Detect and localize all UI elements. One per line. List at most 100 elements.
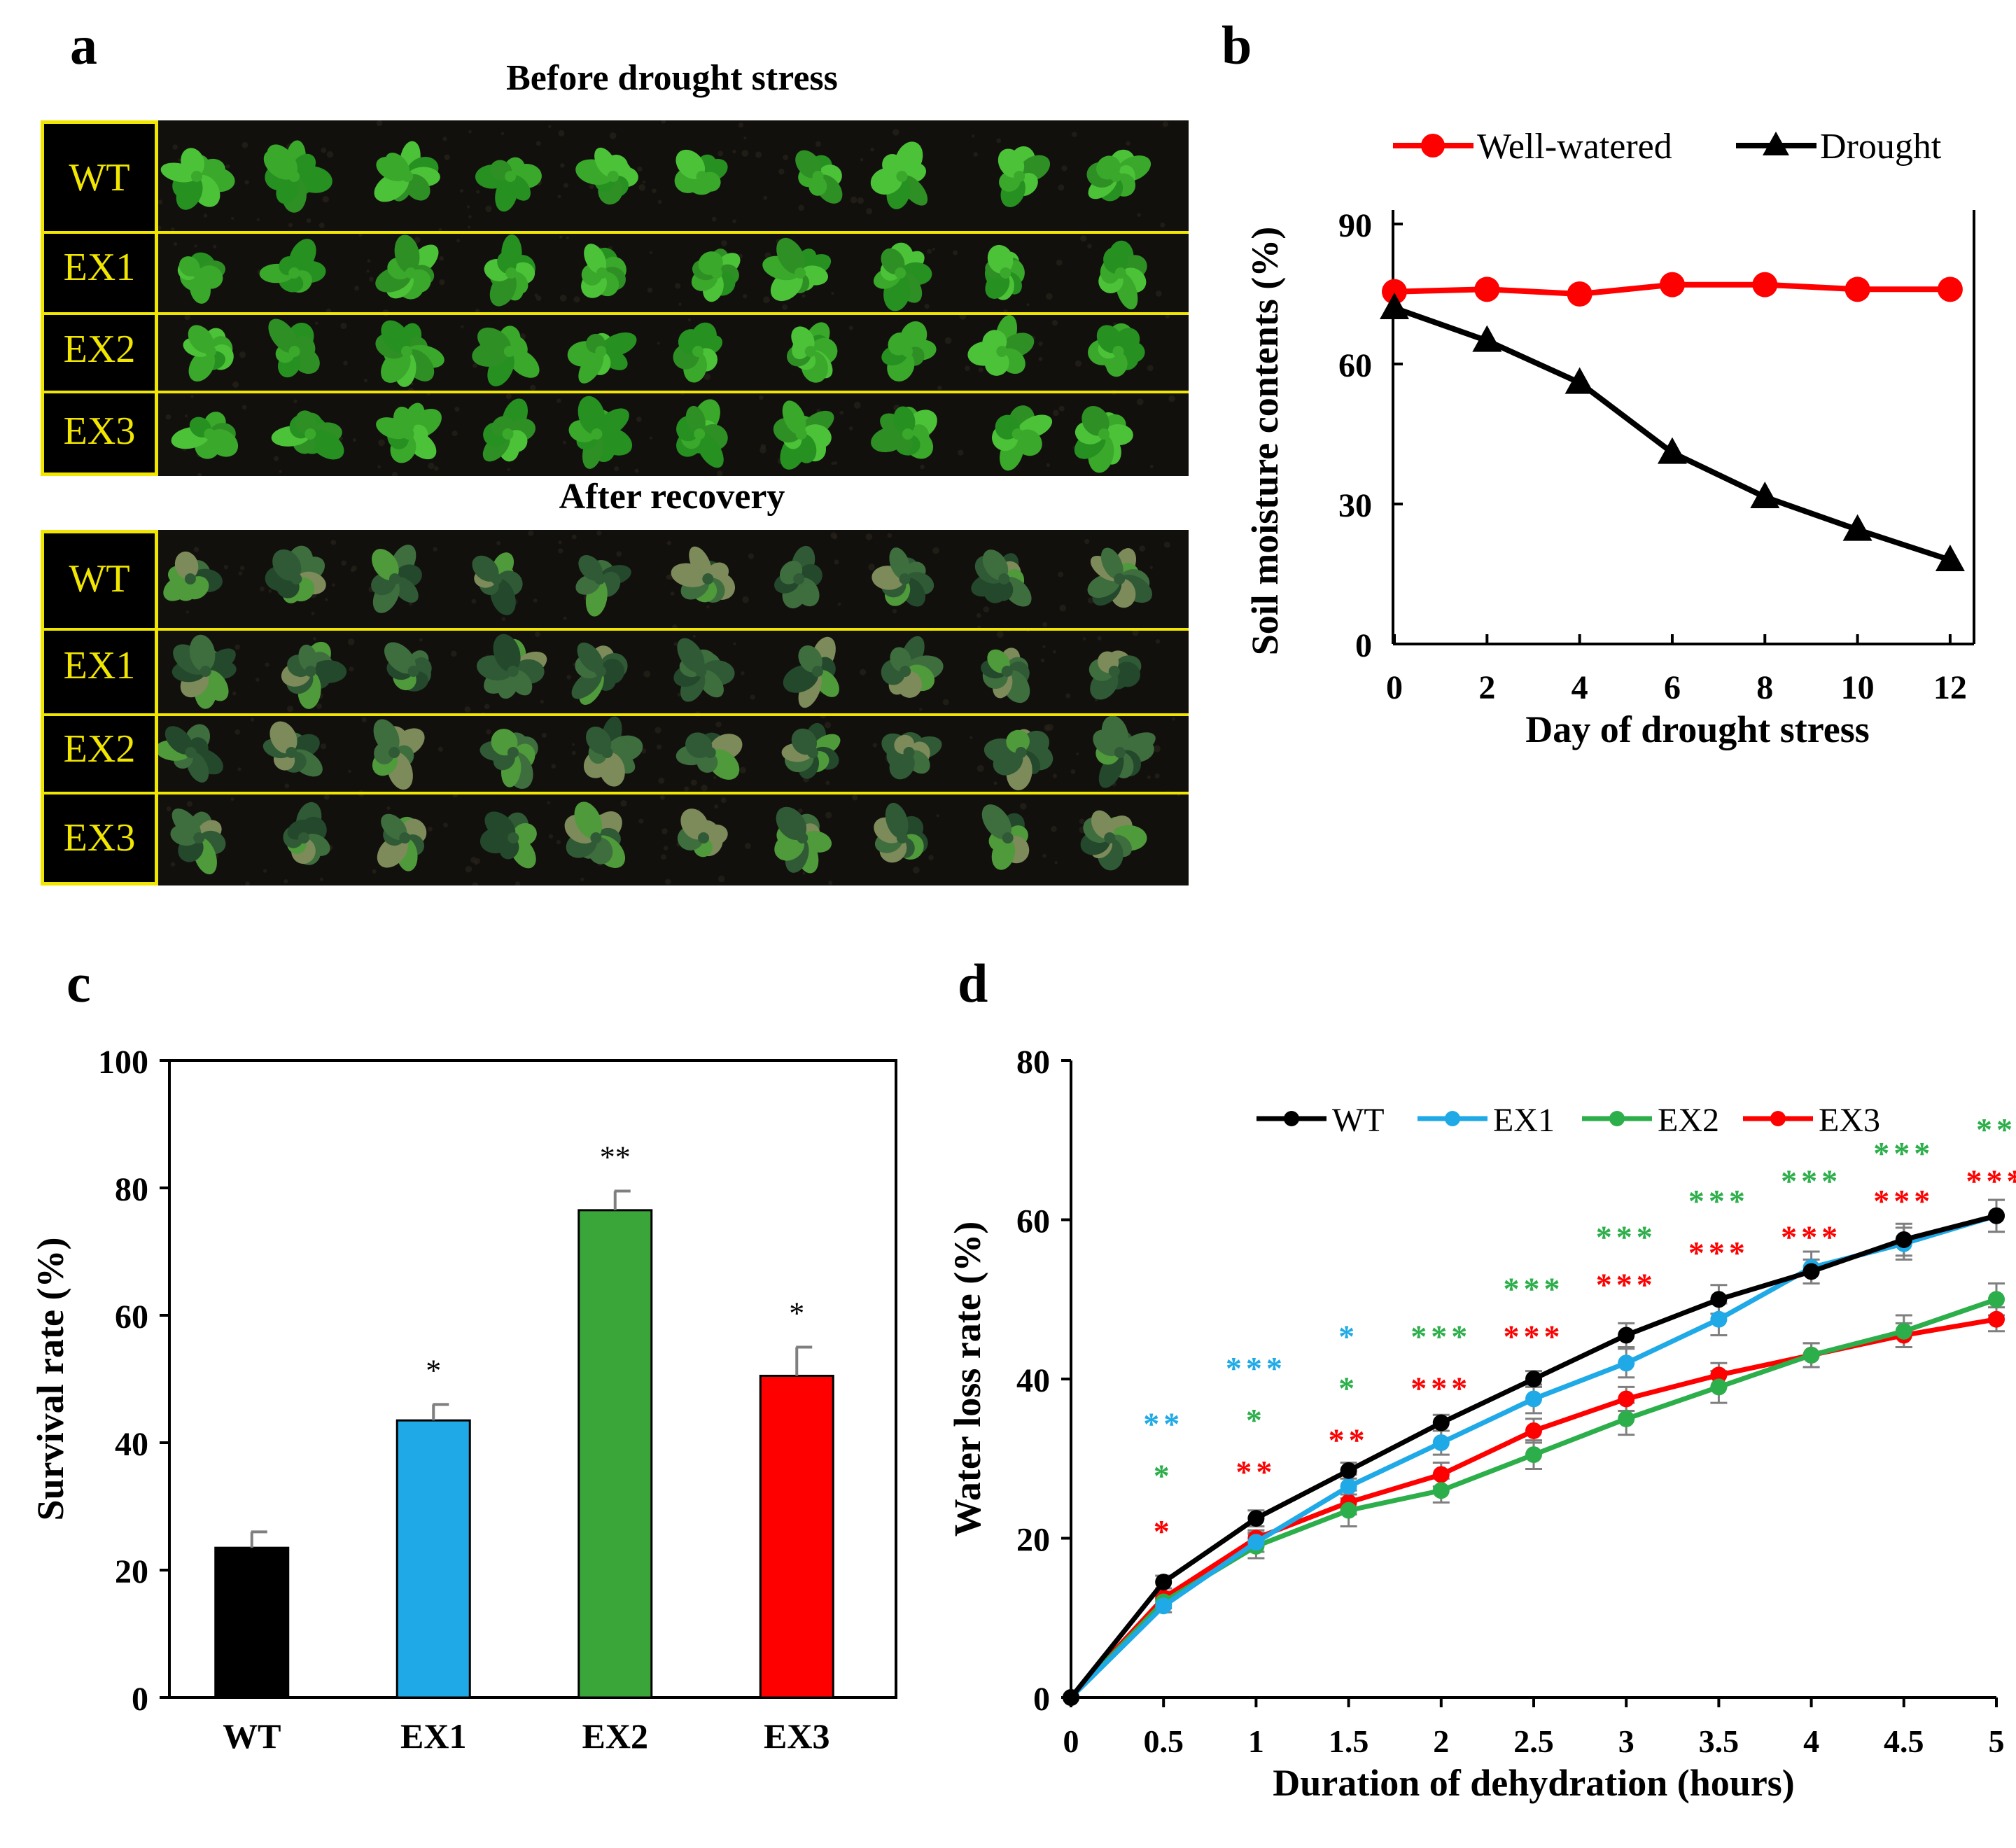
plant-center xyxy=(1014,171,1025,182)
soil-speck xyxy=(1084,539,1089,544)
soil-speck xyxy=(558,540,561,544)
plant-center xyxy=(793,573,804,584)
plant-center xyxy=(812,666,823,677)
plant-center xyxy=(507,666,519,677)
plant-center xyxy=(807,747,818,758)
soil-speck xyxy=(816,141,821,147)
soil-speck xyxy=(997,631,1004,638)
significance-marker: *** xyxy=(1873,1183,1934,1219)
soil-speck xyxy=(468,215,472,218)
data-point xyxy=(1752,272,1777,298)
panel-letter-d: d xyxy=(958,952,988,1015)
data-point xyxy=(1618,1354,1634,1371)
soil-speck xyxy=(1053,410,1059,416)
soil-speck xyxy=(658,778,664,784)
plant-center xyxy=(191,171,202,182)
plant-center xyxy=(996,346,1007,357)
soil-speck xyxy=(763,196,767,200)
plant-center xyxy=(192,267,203,279)
plant-center xyxy=(591,428,602,440)
soil-speck xyxy=(563,441,566,444)
soil-speck xyxy=(439,279,444,285)
soil-speck xyxy=(540,700,544,704)
soil-speck xyxy=(750,694,755,699)
soil-speck xyxy=(919,708,923,711)
soil-speck xyxy=(742,596,749,603)
soil-speck xyxy=(260,587,265,592)
plant-center xyxy=(505,267,517,279)
data-point xyxy=(1525,1390,1542,1407)
data-point xyxy=(1618,1410,1634,1427)
soil-speck xyxy=(372,869,376,874)
plant-center xyxy=(601,747,612,758)
soil-speck xyxy=(1172,718,1175,721)
significance-marker: *** xyxy=(1504,1319,1564,1354)
soil-speck xyxy=(536,141,541,146)
significance-marker: *** xyxy=(1410,1370,1471,1406)
plant-center xyxy=(305,666,316,677)
soil-speck xyxy=(969,736,972,738)
soil-speck xyxy=(932,248,935,251)
soil-speck xyxy=(185,414,188,417)
soil-speck xyxy=(643,181,645,183)
soil-speck xyxy=(468,225,470,228)
soil-speck xyxy=(1042,645,1045,648)
plant-center xyxy=(711,267,722,279)
soil-speck xyxy=(943,699,949,706)
soil-speck xyxy=(237,767,241,771)
soil-speck xyxy=(468,130,472,134)
soil-speck xyxy=(721,240,727,246)
soil-speck xyxy=(444,154,450,160)
plant-center xyxy=(1115,267,1126,279)
panel-letter-a: a xyxy=(70,14,97,77)
legend-marker xyxy=(1284,1111,1299,1126)
soil-speck xyxy=(761,444,766,449)
bar-ex3 xyxy=(760,1376,833,1698)
plant-center xyxy=(702,573,713,584)
soil-speck xyxy=(965,365,970,371)
lane-divider xyxy=(41,713,1189,716)
soil-speck xyxy=(428,827,433,832)
plant-center xyxy=(504,346,515,357)
soil-speck xyxy=(312,612,315,615)
soil-speck xyxy=(178,158,181,161)
plant-center xyxy=(288,267,300,279)
x-tick-label: 3.5 xyxy=(1699,1723,1740,1759)
plant-center xyxy=(694,428,705,440)
plant-center xyxy=(298,832,309,844)
lane-divider xyxy=(41,628,1189,631)
soil-speck xyxy=(167,806,172,811)
soil-speck xyxy=(838,603,841,606)
plant-center xyxy=(608,171,619,182)
data-point xyxy=(1988,1311,2005,1328)
row-label-ex2: EX2 xyxy=(41,727,158,771)
soil-speck xyxy=(471,599,476,604)
plant-center xyxy=(505,171,516,182)
y-tick-label: 60 xyxy=(1016,1203,1050,1240)
x-tick-label: 1 xyxy=(1248,1723,1264,1759)
soil-speck xyxy=(678,693,681,696)
soil-speck xyxy=(849,426,853,430)
soil-speck xyxy=(1126,141,1130,146)
soil-speck xyxy=(732,150,736,153)
data-point xyxy=(1710,1291,1727,1308)
soil-speck xyxy=(559,235,563,239)
plant-center xyxy=(895,267,906,279)
soil-speck xyxy=(755,151,762,158)
significance-marker: *** xyxy=(1873,1135,1934,1171)
soil-speck xyxy=(928,855,934,860)
soil-speck xyxy=(1042,854,1046,858)
soil-speck xyxy=(660,795,665,800)
soil-speck xyxy=(1087,244,1092,248)
x-tick-label: WT xyxy=(223,1716,281,1756)
soil-speck xyxy=(255,678,260,682)
row-label-wt: WT xyxy=(41,155,158,200)
soil-speck xyxy=(231,797,234,801)
soil-speck xyxy=(496,541,500,545)
data-point xyxy=(1567,281,1592,307)
soil-speck xyxy=(409,602,412,606)
data-point xyxy=(1155,1597,1172,1614)
soil-speck xyxy=(364,379,368,382)
soil-speck xyxy=(892,609,897,613)
